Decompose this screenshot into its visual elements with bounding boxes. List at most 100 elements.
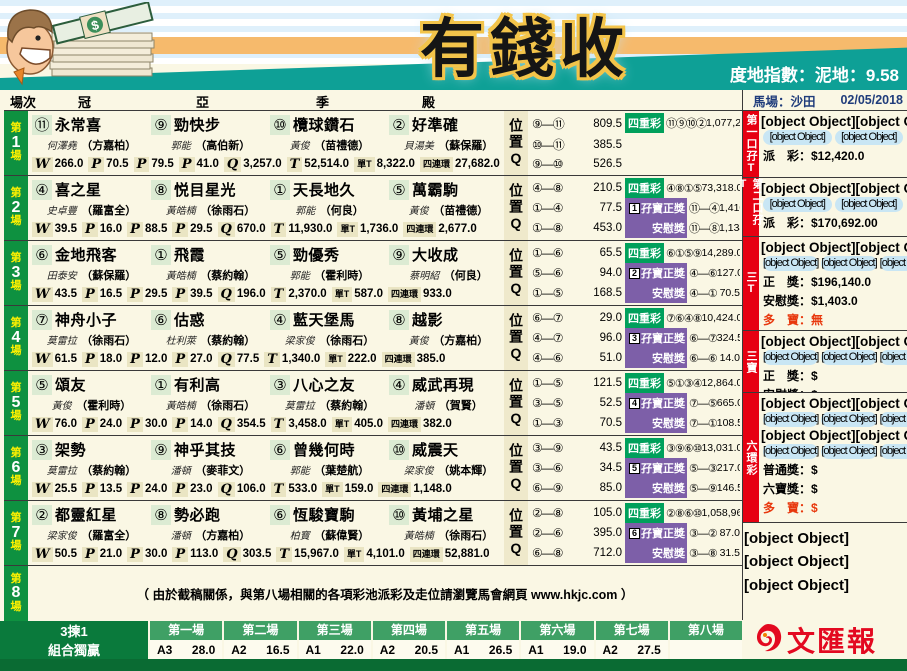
pool-type-chip: W bbox=[32, 416, 53, 432]
place-q-value: 77.5 bbox=[599, 202, 622, 214]
double-consolation-row: 安慰獎 ⑪—⑧ 1,134.0 bbox=[625, 218, 740, 238]
dividend-value: 16.5 bbox=[99, 288, 123, 300]
dividend-value: 587.0 bbox=[354, 288, 383, 300]
quartet-badge: 四重彩 bbox=[625, 178, 664, 198]
race-row: 第 4 場 ⑦ 神舟小子 ⑥ 估惑 bbox=[4, 305, 742, 370]
horse-name: 勁優秀 bbox=[293, 247, 340, 264]
jockey-trainer-cell: 黃俊 （苗禮德） bbox=[389, 201, 508, 219]
double-consolation-combo: ③—⑧ bbox=[689, 547, 718, 560]
place-q-combo: ⑥—⑧ bbox=[532, 546, 564, 560]
trainer-name: （蔡約翰） bbox=[200, 335, 256, 347]
combo-pill: [object Object] bbox=[763, 412, 819, 427]
horse-entry: ⑤ 頌友 bbox=[32, 374, 151, 395]
horses-row: ④ 喜之星 ⑧ 悦目星光 ① 天長地久 ⑤ 萬霸駒 bbox=[32, 178, 504, 201]
jockey-name: 何澤堯 bbox=[46, 141, 77, 152]
pool-type-chip: 四連環 bbox=[387, 286, 421, 302]
dividend-item: 單T 8,322.0 bbox=[354, 156, 415, 172]
double-main-badge: 5 孖寶正獎 bbox=[625, 458, 687, 478]
double-consolation-badge: 安慰獎 bbox=[625, 283, 687, 303]
horse-entry: ⑩ 黃埔之星 bbox=[389, 504, 508, 525]
six-up-strip: 六環彩 bbox=[743, 393, 759, 522]
combo-pill: [object Object] bbox=[821, 256, 878, 271]
place-q-value: 70.5 bbox=[599, 417, 622, 429]
race-main: ⑦ 神舟小子 ⑥ 估惑 ④ 藍天堡馬 ⑧ 越影 bbox=[28, 306, 504, 370]
pool-type-chip: P bbox=[172, 286, 189, 302]
place-q-label: 位置Q bbox=[504, 111, 528, 175]
combo-race-header: 第二場 bbox=[224, 621, 297, 640]
combo-pick: A2 bbox=[602, 642, 618, 657]
double-consolation-row: 安慰獎 ⑤—⑨ 146.5 bbox=[625, 478, 740, 498]
dividend-item: 四連環 1,148.0 bbox=[378, 481, 452, 497]
double-consolation-row: 安慰獎 ③—⑧ 31.5 bbox=[625, 543, 740, 563]
jockey-name: 潘頓 bbox=[170, 466, 191, 477]
horse-number-chip: ⑪ bbox=[32, 114, 52, 135]
horse-number-chip: ⑩ bbox=[389, 439, 409, 460]
dividend-item: 四連環 385.0 bbox=[381, 351, 445, 367]
header-first-place: 冠 bbox=[78, 95, 92, 110]
combo-pick: A1 bbox=[528, 642, 544, 657]
race-right-panel: 位置Q ⑥—⑦ 29.0 ④—⑦ 96.0 ④—⑥ 51.0 bbox=[504, 306, 742, 370]
horse-entry: ⑩ 欖球鑽石 bbox=[270, 114, 389, 135]
payout-line: 派 彩：$170,692.00 bbox=[763, 216, 878, 230]
horse-entry: ④ 喜之星 bbox=[32, 179, 151, 200]
horse-entry: ⑨ 神乎其技 bbox=[151, 439, 270, 460]
dividends-row: W 76.0 P 24.0 P 30.0 P 14.0 bbox=[32, 414, 504, 434]
combo-win-column: 第五場 A1 26.5 bbox=[445, 621, 520, 659]
dividend-value: 1,340.0 bbox=[281, 353, 321, 365]
trainer-name: （何良） bbox=[443, 270, 488, 282]
race-label-suffix: 場 bbox=[10, 215, 22, 228]
horse-number-chip: ② bbox=[389, 114, 409, 135]
combo-pill: [object Object] bbox=[879, 412, 907, 427]
jockey-name: 郭能 bbox=[289, 466, 310, 477]
dividend-item: T 1,340.0 bbox=[264, 351, 321, 367]
section-race-header: [object Object] bbox=[761, 181, 856, 196]
double-main-badge: 3 孖寶正獎 bbox=[625, 328, 687, 348]
horse-entry: ⑨ 勁快步 bbox=[151, 114, 270, 135]
jockey-name: 潘頓 bbox=[414, 401, 435, 412]
horse-entry: ⑧ 越影 bbox=[389, 309, 508, 330]
race-number-label: 第 8 場 bbox=[4, 566, 28, 621]
horse-number-chip: ③ bbox=[270, 374, 290, 395]
horse-number-chip: ④ bbox=[32, 179, 52, 200]
pool-type-chip: Q bbox=[217, 481, 235, 497]
place-q-combo: ②—⑧ bbox=[532, 506, 564, 520]
double-main-combo: ⑪—④ bbox=[689, 203, 720, 215]
jockey-name: 黃皓楠 bbox=[165, 271, 196, 282]
horse-number-chip: ⑤ bbox=[270, 244, 290, 265]
pool-type-chip: W bbox=[32, 481, 53, 497]
dividend-value: 41.0 bbox=[196, 158, 219, 170]
dividend-item: 四連環 52,881.0 bbox=[409, 546, 490, 562]
double-leg-number: 2 bbox=[629, 267, 640, 279]
dividend-item: 四連環 2,677.0 bbox=[403, 221, 477, 237]
race-right-panel: 位置Q ①—⑤ 121.5 ③—⑤ 52.5 ①—③ 70.5 bbox=[504, 371, 742, 435]
combo-race-header: 第六場 bbox=[521, 621, 594, 640]
pool-type-chip: 單T bbox=[343, 546, 365, 562]
pool-type-chip: Q bbox=[223, 156, 242, 172]
place-q-row: ①—⑧ 453.0 bbox=[532, 221, 622, 235]
place-q-combo: ⑥—⑨ bbox=[532, 481, 564, 495]
dividend-value: 27.0 bbox=[190, 353, 213, 365]
dividend-value: 61.5 bbox=[54, 353, 77, 365]
pool-type-chip: T bbox=[276, 546, 293, 562]
place-q-value: 34.5 bbox=[599, 462, 622, 474]
dividend-item: 單T 4,101.0 bbox=[343, 546, 405, 562]
horse-number-chip: ⑥ bbox=[270, 439, 290, 460]
double-main-value: 324.5 bbox=[716, 332, 740, 344]
horse-name: 天長地久 bbox=[293, 182, 356, 199]
bottom-green-strip bbox=[0, 659, 907, 671]
race-row: 第 3 場 ⑥ 金地飛客 ① 飛霞 bbox=[4, 240, 742, 305]
combo-value-row: A1 22.0 bbox=[298, 640, 371, 659]
pool-type-chip: P bbox=[172, 481, 189, 497]
horse-name: 曾幾何時 bbox=[293, 442, 356, 459]
horse-name: 神舟小子 bbox=[55, 312, 118, 329]
dividends-row: W 25.5 P 13.5 P 24.0 P 23.0 bbox=[32, 479, 504, 499]
dividend-item: Q 303.5 bbox=[223, 546, 271, 562]
horse-number-chip: ⑨ bbox=[151, 439, 171, 460]
trainer-name: （霍利時） bbox=[314, 270, 370, 282]
race-label-prefix: 第 bbox=[10, 512, 22, 525]
place-q-combo: ⑨—⑩ bbox=[532, 157, 564, 171]
place-q-row: ①—④ 77.5 bbox=[532, 201, 622, 215]
dividend-value: 196.0 bbox=[236, 288, 266, 300]
section-race-header: [object Object] bbox=[761, 334, 856, 349]
